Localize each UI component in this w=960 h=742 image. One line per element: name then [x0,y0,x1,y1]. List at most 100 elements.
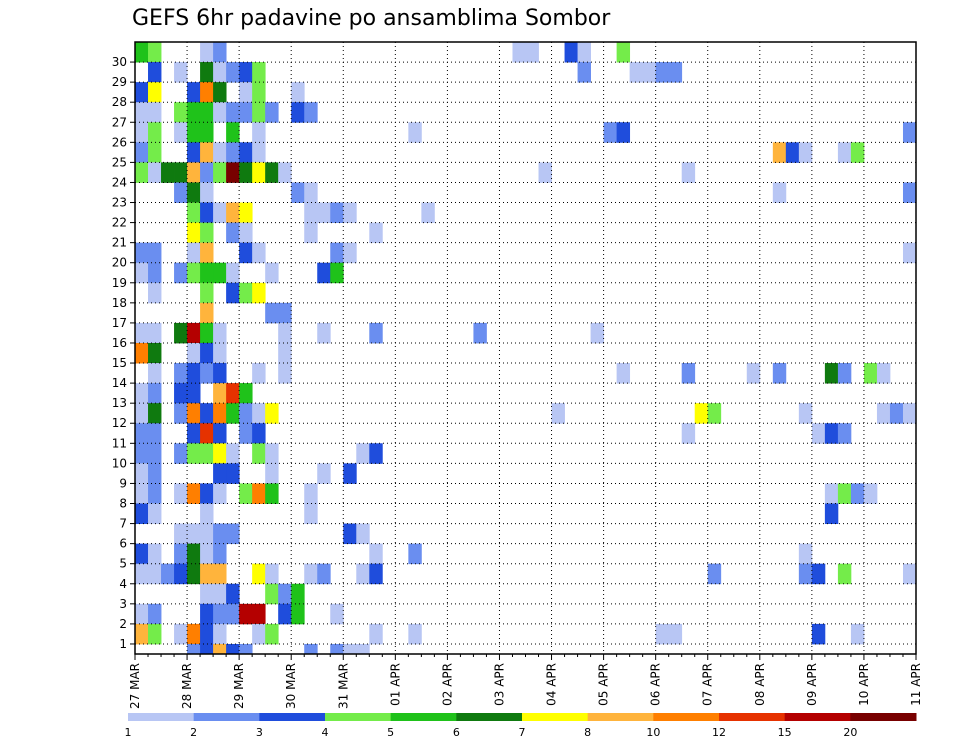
heatmap-cell [200,202,214,223]
heatmap-cell [200,62,214,83]
heatmap-cell [187,563,201,585]
heatmap-cell [278,583,292,605]
y-tick-label: 21 [112,236,127,250]
heatmap-cell [213,342,227,364]
heatmap-cell [239,643,253,654]
heatmap-cell [213,142,227,163]
heatmap-cell [187,322,201,344]
heatmap-cell [200,102,214,123]
heatmap-cell [213,62,227,83]
x-tick-label: 07 APR [701,663,715,706]
y-tick-label: 27 [112,115,127,129]
heatmap-cell [902,122,916,143]
y-tick-label: 14 [112,376,127,390]
y-tick-label: 25 [112,155,127,169]
heatmap-cell [837,142,852,163]
y-tick-label: 9 [119,476,127,490]
colorbar-label: 12 [712,726,726,739]
heatmap-cell [148,543,162,565]
heatmap-cell [148,623,162,645]
heatmap-cell [265,162,279,183]
y-tick-label: 13 [112,396,127,410]
heatmap-cell [174,403,188,424]
y-tick-label: 15 [112,356,127,370]
heatmap-cell [135,383,149,404]
colorbar-swatch [587,713,654,721]
heatmap-cell [148,122,162,143]
heatmap-cell [590,322,604,344]
colorbar-swatch [784,713,851,721]
heatmap-cell [239,403,253,424]
heatmap-cell [252,142,266,163]
heatmap-cell [226,62,240,83]
y-tick-label: 1 [119,637,127,651]
heatmap-cell [772,182,787,203]
heatmap-cell [265,262,279,284]
heatmap-cell [252,563,266,585]
colorbar-swatch [719,713,786,721]
heatmap-cell [681,363,696,384]
heatmap-cell [551,403,565,424]
x-tick-label: 29 MAR [232,663,246,709]
heatmap-cell [213,463,227,484]
heatmap-cell [174,363,188,384]
heatmap-cell [200,363,214,384]
y-tick-label: 22 [112,216,127,230]
heatmap-cell [811,563,826,585]
heatmap-cell [824,423,839,444]
heatmap-cell [226,162,240,183]
heatmap-cell [655,62,670,83]
heatmap-cell [343,242,357,264]
x-tick-label: 06 APR [649,663,663,706]
colorbar-label: 4 [322,726,329,739]
heatmap-cell [239,102,253,123]
heatmap-cell [135,262,149,284]
heatmap-cell [317,563,331,585]
heatmap-cell [369,222,383,244]
heatmap-cell [213,603,227,625]
heatmap-cell [148,62,162,83]
heatmap-cell [148,322,162,344]
heatmap-cell [200,623,214,645]
heatmap-cell [408,122,422,143]
y-tick-label: 11 [112,436,127,450]
colorbar-label: 20 [843,726,857,739]
heatmap-cell [148,242,162,264]
heatmap-cell [681,162,696,183]
heatmap-cell [278,603,292,625]
heatmap-cell [369,623,383,645]
heatmap-cell [291,182,305,203]
x-tick-label: 27 MAR [128,663,142,709]
heatmap-cell [252,62,266,83]
heatmap-cell [161,162,175,183]
heatmap-cell [876,403,891,424]
heatmap-cell [213,262,227,284]
heatmap-cell [213,583,227,605]
heatmap-cell [187,643,201,654]
heatmap-cell [200,182,214,203]
heatmap-cell [239,142,253,163]
heatmap-cell [200,342,214,364]
heatmap-cell [278,322,292,344]
heatmap-cell [200,583,214,605]
heatmap-cell [837,423,852,444]
heatmap-cell [200,262,214,284]
colorbar-swatch [456,713,523,721]
heatmap-cell [226,603,240,625]
heatmap-cell [317,202,331,223]
y-tick-label: 29 [112,75,127,89]
heatmap-cell [226,643,240,654]
heatmap-cell [811,423,826,444]
heatmap-cell [174,62,188,83]
heatmap-cell [135,42,149,63]
heatmap-cell [694,403,709,424]
heatmap-cell [200,483,214,504]
heatmap-cell [187,523,201,545]
colorbar-swatch [522,713,589,721]
y-tick-label: 23 [112,196,127,210]
heatmap-cell [135,82,149,103]
colorbar-label: 3 [256,726,263,739]
heatmap-cell [252,403,266,424]
heatmap-cell [174,523,188,545]
colorbar-swatch [653,713,720,721]
